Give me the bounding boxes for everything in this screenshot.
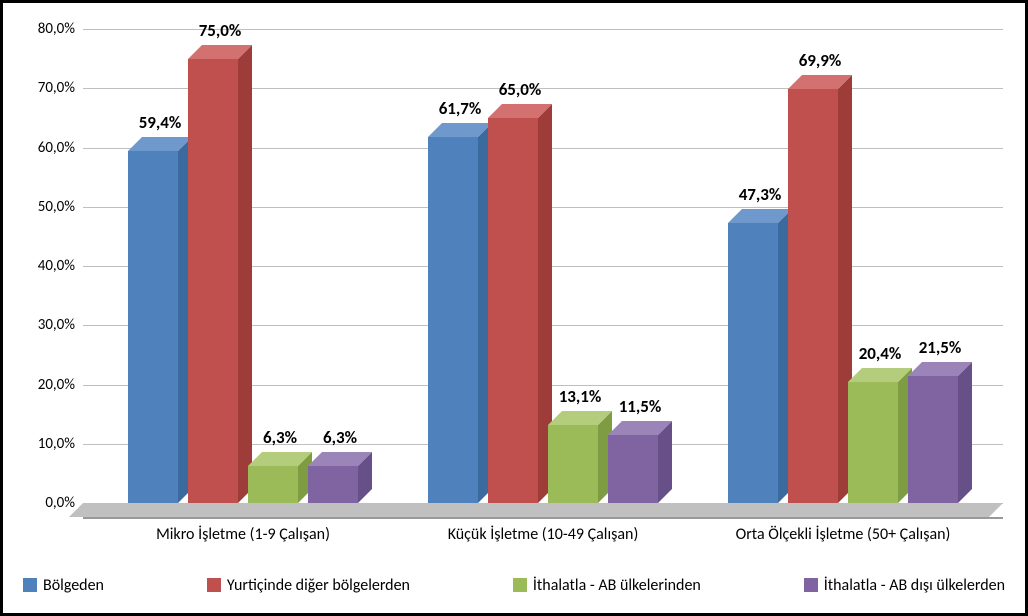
legend-label: İthalatla - AB dışı ülkelerden [824,576,1005,595]
bar [248,466,298,503]
bar-value-label: 20,4% [859,343,902,364]
bar [848,382,898,503]
bar-value-label: 6,3% [323,427,357,448]
chart-floor [69,503,1003,517]
bar [608,435,658,503]
legend-swatch [207,578,221,592]
legend-swatch [513,578,527,592]
y-tick-label: 50,0% [38,198,75,216]
bar [788,89,838,503]
legend-swatch [23,578,37,592]
plot-area: 0,0%10,0%20,0%30,0%40,0%50,0%60,0%70,0%8… [83,29,1003,517]
bar [188,59,238,503]
bar-value-label: 59,4% [139,112,182,133]
y-tick-label: 70,0% [38,79,75,97]
bar [728,223,778,503]
legend-item: İthalatla - AB dışı ülkelerden [804,576,1005,595]
bar-value-label: 61,7% [439,98,482,119]
bar [488,118,538,503]
category-label: Orta Ölçekli İşletme (50+ Çalışan) [703,525,983,544]
chart-inner: 0,0% 10,0% 20,0% 30,0% 40,0% 50,0% 60,0% 70,0% 8… [11,11,1017,605]
bar-value-label: 6,3% [263,427,297,448]
bar [428,137,478,503]
y-tick-label: 80,0% [38,20,75,38]
y-tick-label: 20,0% [38,376,75,394]
bar-value-label: 65,0% [499,79,542,100]
y-tick-label: 60,0% [38,139,75,157]
legend-label: İthalatla - AB ülkelerinden [533,576,701,595]
bar-value-label: 47,3% [739,184,782,205]
bar-value-label: 75,0% [199,20,242,41]
y-tick-label: 40,0% [38,257,75,275]
y-tick-label: 0,0% [45,494,75,512]
y-tick-label: 10,0% [38,435,75,453]
bar [548,425,598,503]
bar [908,376,958,503]
legend-label: Bölgeden [43,576,104,595]
legend-item: Yurtiçinde diğer bölgelerden [207,576,410,595]
legend-item: İthalatla - AB ülkelerinden [513,576,701,595]
category-label: Mikro İşletme (1-9 Çalışan) [103,525,383,544]
bar [308,466,358,503]
category-label: Küçük İşletme (10-49 Çalışan) [403,525,683,544]
bar [128,151,178,503]
legend: Bölgeden Yurtiçinde diğer bölgelerden İtha… [19,571,1009,599]
bar-value-label: 69,9% [799,50,842,71]
y-tick-label: 30,0% [38,316,75,334]
bar-value-label: 21,5% [919,337,962,358]
legend-label: Yurtiçinde diğer bölgelerden [227,576,410,595]
legend-item: Bölgeden [23,576,104,595]
bar-value-label: 13,1% [559,386,602,407]
chart-container: 0,0% 10,0% 20,0% 30,0% 40,0% 50,0% 60,0% 70,0% 8… [0,0,1028,616]
bar-value-label: 11,5% [619,396,662,417]
legend-swatch [804,578,818,592]
